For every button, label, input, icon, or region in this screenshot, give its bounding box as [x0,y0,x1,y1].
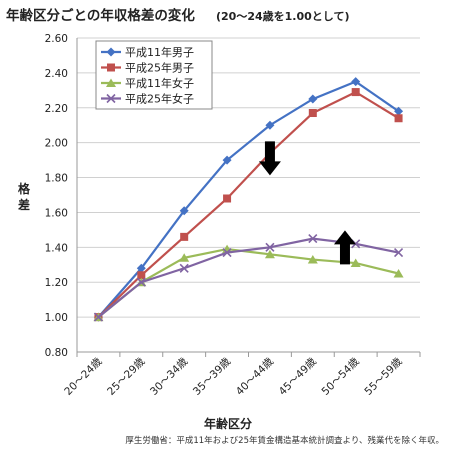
legend-label: 平成25年女子 [125,92,194,106]
data-point [180,232,189,241]
x-tick-label: 40〜44歳 [234,355,277,398]
series-line [97,80,400,318]
series-line [97,90,400,318]
data-point [265,242,275,252]
y-tick-label: 0.80 [45,347,68,359]
legend-item: 平成11年男子 [101,45,194,59]
legend-swatch-marker [106,47,116,57]
legend-item: 平成25年男子 [101,61,194,75]
data-point [393,248,404,258]
data-point [136,263,146,273]
x-tick-label: 30〜34歳 [148,355,191,398]
x-tick-label: 45〜49歳 [277,355,320,398]
arrow-up-icon [333,230,356,265]
data-point [179,253,190,262]
annotations [258,141,356,265]
y-tick-label: 2.60 [45,33,68,45]
y-axis-title-char: 差 [17,197,30,212]
data-point [222,155,232,165]
data-point [137,271,146,280]
data-point [351,77,361,87]
x-tick-label: 20〜24歳 [62,355,105,398]
x-axis-title: 年齢区分 [204,416,252,431]
source-note: 厚生労働省：平成11年および25年賃金構造基本統計調査より、残業代を除く年収。 [125,435,444,446]
y-tick-label: 1.40 [45,242,68,254]
data-point [308,94,318,104]
y-tick-label: 2.00 [45,138,68,150]
data-point [393,269,404,278]
x-tick-label: 35〜39歳 [191,355,234,398]
data-point [307,255,318,264]
y-tick-label: 2.40 [45,68,68,80]
data-point [351,88,360,97]
legend-label: 平成11年女子 [125,76,194,90]
data-point [308,109,317,118]
legend-swatch-marker [107,63,115,72]
legend-item: 平成25年女子 [101,92,194,106]
y-tick-label: 1.00 [45,312,68,324]
x-tick-label: 25〜29歳 [105,355,148,398]
y-tick-label: 2.20 [45,103,68,115]
data-point [264,249,275,259]
data-point [394,106,404,116]
y-tick-label: 1.60 [45,207,68,219]
data-point [223,194,232,203]
x-tick-label: 55〜59歳 [362,355,405,398]
y-axis-title: 格差 [17,181,31,212]
data-point [136,277,146,287]
data-point [308,234,318,244]
data-point [179,263,189,273]
data-series [93,77,404,322]
chart-subtitle: (20〜24歳を1.00として) [216,9,349,23]
arrow-down-icon [258,141,281,176]
y-tick-label: 1.80 [45,173,68,185]
data-point [179,206,189,216]
data-point [93,312,104,322]
y-axis-title-char: 格 [18,181,31,196]
legend-swatch-marker [106,93,116,104]
legend-item: 平成11年女子 [101,76,194,90]
legend-label: 平成25年男子 [125,61,194,75]
legend-swatch-marker [106,78,116,87]
data-point [265,120,275,130]
chart-title: 年齢区分ごとの年収格差の変化 [6,7,195,24]
x-tick-label: 50〜54歳 [320,355,363,398]
legend-label: 平成11年男子 [125,45,194,59]
y-tick-label: 1.20 [45,277,68,289]
data-point [350,258,361,268]
data-point [394,114,403,123]
data-point [222,248,232,258]
